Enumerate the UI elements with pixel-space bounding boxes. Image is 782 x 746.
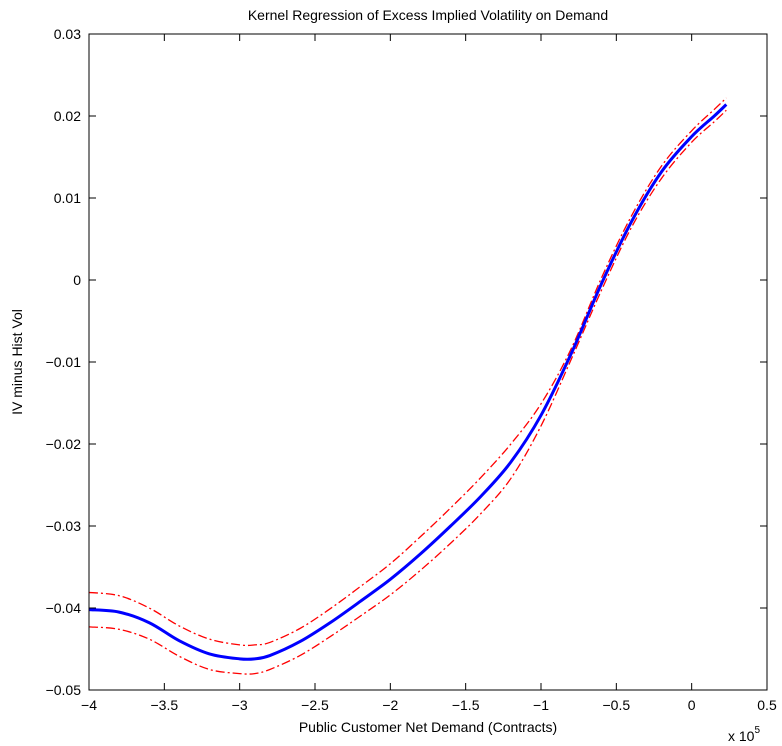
chart-title: Kernel Regression of Excess Implied Vola… (248, 7, 608, 23)
x-axis-label: Public Customer Net Demand (Contracts) (299, 719, 557, 735)
series-line-upper-band (88, 97, 727, 647)
y-tick-label: −0.03 (46, 518, 82, 534)
x-tick-label: −2.5 (301, 697, 329, 713)
y-tick-label: −0.01 (46, 354, 82, 370)
y-tick-label: −0.02 (46, 436, 82, 452)
y-tick-label: 0.01 (54, 190, 81, 206)
plot-area (89, 34, 767, 690)
x-tick-label: −4 (81, 697, 97, 713)
x-axis-multiplier-base: x 10 (728, 728, 755, 744)
series-layer (88, 97, 728, 675)
x-tick-label: −3.5 (151, 697, 179, 713)
y-axis-label: IV minus Hist Vol (9, 309, 25, 415)
x-tick-label: −1.5 (452, 697, 480, 713)
y-tick-label: 0 (73, 272, 81, 288)
x-tick-label: −1 (533, 697, 549, 713)
y-tick-label: −0.04 (46, 600, 82, 616)
y-axis: −0.05 −0.04 −0.03 −0.02 −0.01 0 0.01 0.02 0.03 (46, 26, 767, 698)
y-tick-label: 0.02 (54, 108, 81, 124)
x-tick-label: −2 (382, 697, 398, 713)
x-tick-label: −0.5 (603, 697, 631, 713)
x-axis-multiplier-exponent: 5 (754, 725, 760, 736)
x-axis-multiplier: x 105 (728, 725, 760, 744)
x-tick-label: −3 (232, 697, 248, 713)
x-tick-label: 0.5 (757, 697, 777, 713)
x-axis: −4 −3.5 −3 −2.5 −2 −1.5 −1 −0.5 0 0.5 (81, 34, 777, 713)
series-line-lower-band (88, 109, 727, 675)
x-tick-label: 0 (688, 697, 696, 713)
series-line-estimate (88, 103, 728, 661)
y-tick-label: 0.03 (54, 26, 81, 42)
y-tick-label: −0.05 (46, 682, 82, 698)
